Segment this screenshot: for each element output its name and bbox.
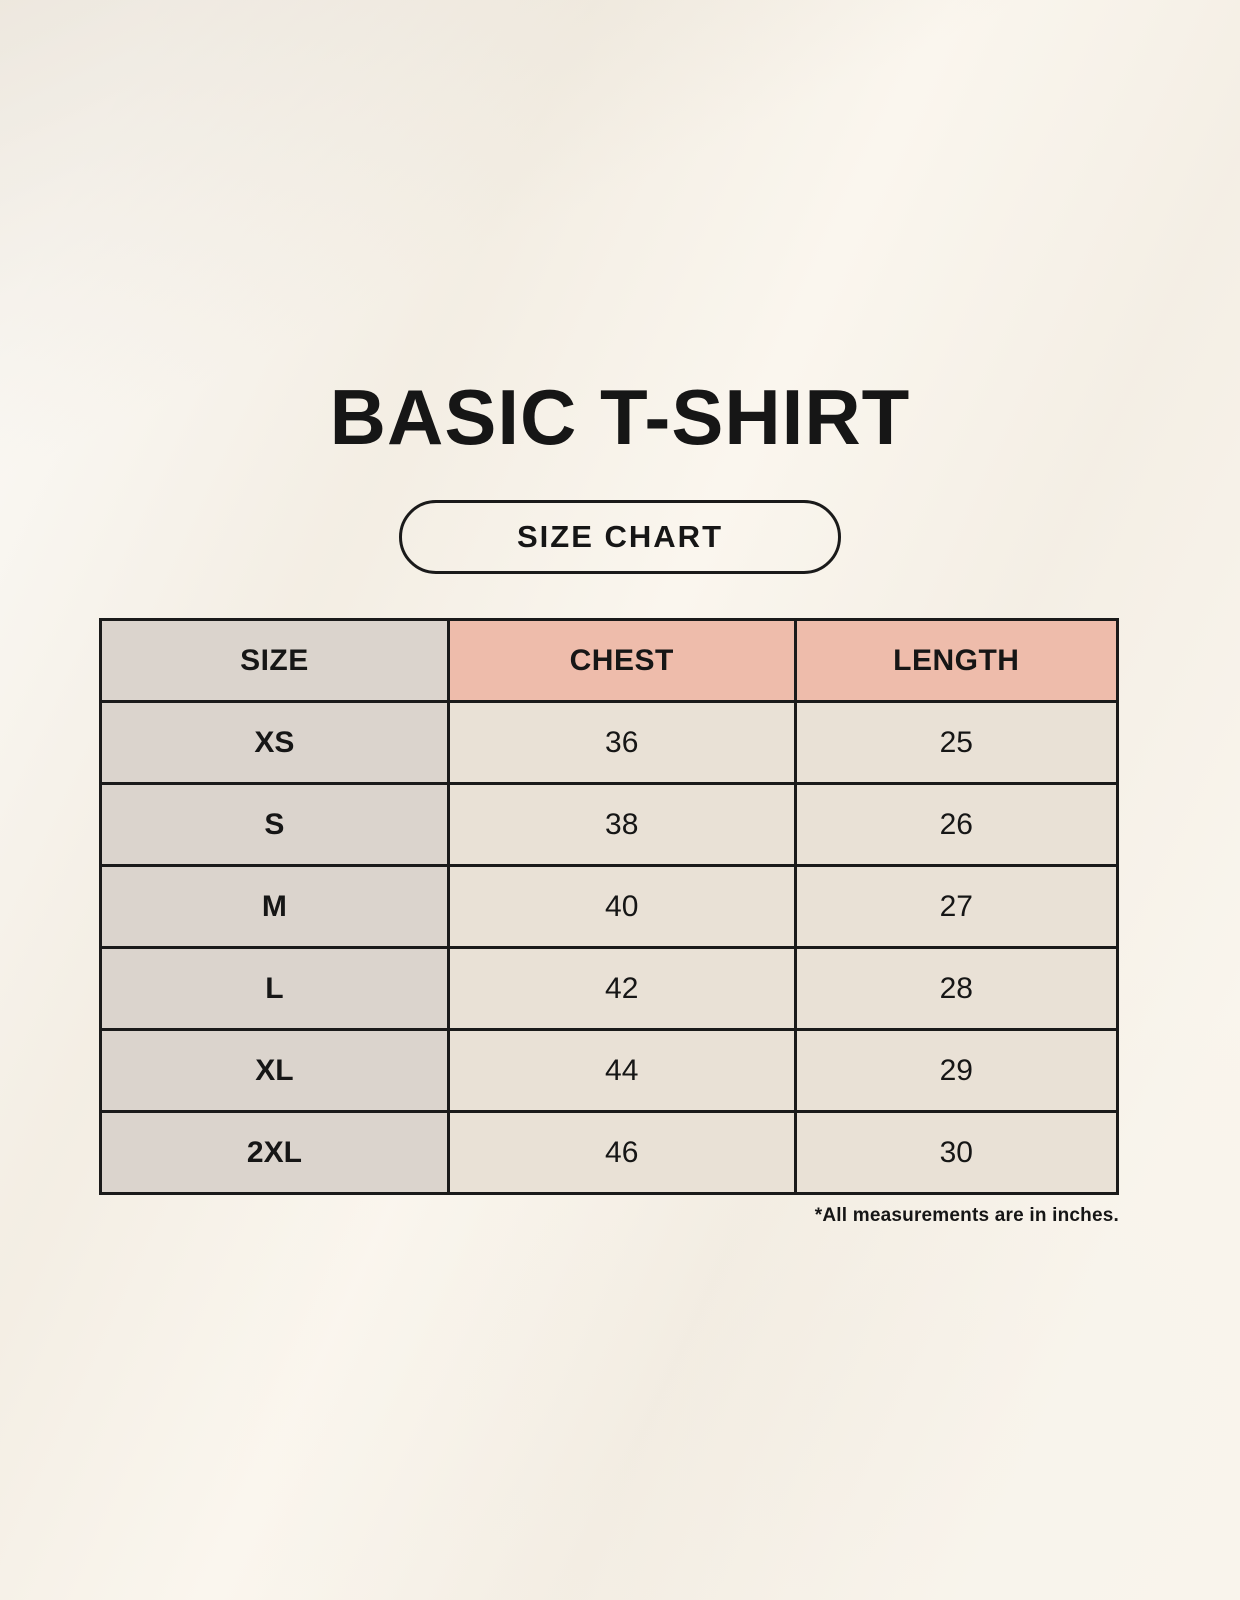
table-row-s: S 38 26: [99, 782, 1120, 867]
length-cell: 27: [793, 864, 1120, 949]
size-cell: 2XL: [99, 1110, 450, 1195]
column-header-length: LENGTH: [793, 618, 1120, 703]
size-chart-button-label: SIZE CHART: [517, 519, 723, 554]
product-title: BASIC T-SHIRT: [329, 373, 911, 461]
chest-cell: 42: [446, 946, 797, 1031]
chest-cell: 38: [446, 782, 797, 867]
size-cell: XL: [99, 1028, 450, 1113]
size-cell: M: [99, 864, 450, 949]
length-cell: 29: [793, 1028, 1120, 1113]
table-row-m: M 40 27: [99, 864, 1120, 949]
size-cell: S: [99, 782, 450, 867]
measurements-footnote: *All measurements are in inches.: [814, 1205, 1119, 1226]
chest-cell: 36: [446, 700, 797, 785]
length-cell: 26: [793, 782, 1120, 867]
chest-cell: 46: [446, 1110, 797, 1195]
chest-cell: 40: [446, 864, 797, 949]
column-header-chest: CHEST: [446, 618, 797, 703]
size-cell: XS: [99, 700, 450, 785]
table-row-2xl: 2XL 46 30: [99, 1110, 1120, 1195]
length-cell: 30: [793, 1110, 1120, 1195]
table-row-xl: XL 44 29: [99, 1028, 1120, 1113]
size-table-container: SIZE CHEST LENGTH XS 36 25 S 38 26 M: [99, 618, 1120, 1227]
length-cell: 25: [793, 700, 1120, 785]
column-header-size: SIZE: [99, 618, 450, 703]
size-table: SIZE CHEST LENGTH XS 36 25 S 38 26 M: [99, 618, 1120, 1195]
size-chart-button[interactable]: SIZE CHART: [399, 500, 841, 574]
length-cell: 28: [793, 946, 1120, 1031]
table-header-row: SIZE CHEST LENGTH: [99, 618, 1120, 703]
chest-cell: 44: [446, 1028, 797, 1113]
table-row-xs: XS 36 25: [99, 700, 1120, 785]
table-row-l: L 42 28: [99, 946, 1120, 1031]
size-cell: L: [99, 946, 450, 1031]
